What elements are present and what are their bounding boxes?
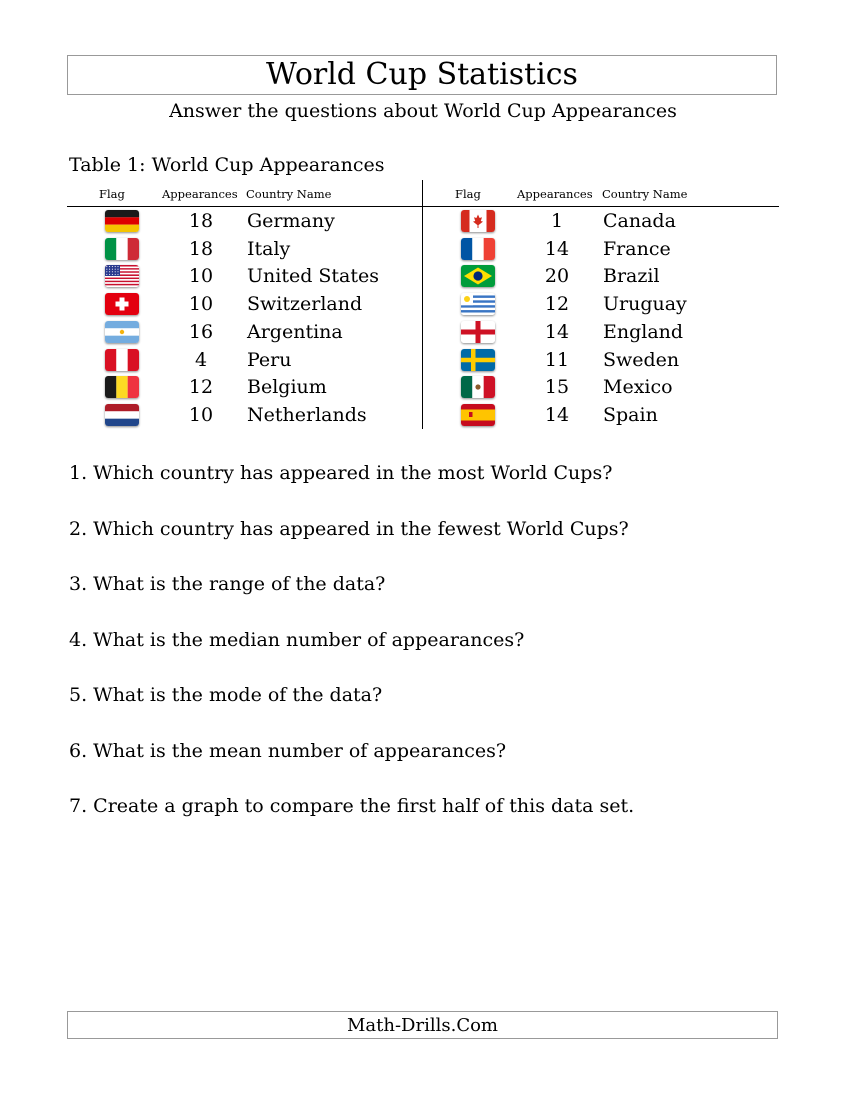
netherlands-flag-icon [105, 403, 139, 426]
table-row: 1 Canada [423, 208, 778, 234]
country-name: Uruguay [603, 293, 687, 316]
canada-flag-icon [461, 210, 495, 232]
appearances-value: 4 [194, 348, 208, 371]
footer: Math-Drills.Com [67, 1011, 778, 1039]
table-row: 12 Uruguay [423, 291, 778, 317]
country-name: England [603, 320, 684, 343]
footer-text: Math-Drills.Com [346, 1014, 498, 1036]
country-name: Sweden [603, 348, 680, 371]
appearances-value: 15 [544, 376, 570, 399]
table-row: 10 Netherlands [67, 402, 422, 428]
question-item: 7. Create a graph to compare the first h… [69, 795, 635, 817]
question-item: 2. Which country has appeared in the few… [69, 517, 629, 540]
question-item: 4. What is the median number of appearan… [69, 628, 525, 651]
country-name: Brazil [603, 265, 660, 288]
page-subtitle: Answer the questions about World Cup App… [169, 100, 677, 122]
table-row: 16 Argentina [67, 319, 422, 345]
italy-flag-icon [105, 237, 139, 260]
table-row: 4 Peru [67, 347, 422, 373]
country-name: Peru [247, 348, 292, 371]
appearances-value: 14 [544, 237, 570, 260]
appearances-value: 12 [188, 376, 214, 399]
appearances-value: 18 [188, 210, 214, 232]
appearances-value: 11 [544, 348, 570, 371]
table-row: 10 United States [67, 263, 422, 289]
table-row: 11 Sweden [423, 347, 778, 373]
england-flag-icon [461, 320, 495, 343]
table-row: 14 Spain [423, 402, 778, 428]
appearances-value: 10 [188, 265, 214, 288]
peru-flag-icon [105, 348, 139, 371]
column-header-country: Country Name [602, 187, 688, 201]
belgium-flag-icon [105, 376, 139, 399]
country-name: France [603, 237, 671, 260]
country-name: Argentina [247, 320, 343, 343]
header-rule [67, 206, 779, 207]
appearances-value: 18 [188, 237, 214, 260]
country-name: Italy [247, 237, 291, 260]
appearances-value: 14 [544, 320, 570, 343]
column-header-country: Country Name [246, 187, 332, 201]
country-name: Switzerland [247, 293, 363, 316]
united-states-flag-icon [105, 265, 139, 288]
spain-flag-icon [461, 403, 495, 426]
appearances-value: 16 [188, 320, 214, 343]
question-item: 6. What is the mean number of appearance… [69, 739, 507, 762]
table-row: 18 Germany [67, 208, 422, 234]
country-name: United States [247, 265, 380, 288]
column-divider [422, 180, 423, 429]
appearances-value: 1 [550, 210, 564, 232]
column-header-appearances: Appearances [162, 187, 238, 201]
table-row: 20 Brazil [423, 263, 778, 289]
appearances-value: 14 [544, 403, 570, 426]
appearances-value: 20 [544, 265, 570, 288]
table-row: 14 France [423, 236, 778, 262]
question-item: 5. What is the mode of the data? [69, 684, 383, 706]
table-row: 10 Switzerland [67, 291, 422, 317]
appearances-value: 10 [188, 293, 214, 316]
appearances-value: 10 [188, 403, 214, 426]
table-row: 18 Italy [67, 236, 422, 262]
uruguay-flag-icon [461, 293, 495, 316]
france-flag-icon [461, 237, 495, 260]
sweden-flag-icon [461, 348, 495, 371]
country-name: Netherlands [247, 403, 367, 426]
mexico-flag-icon [461, 376, 495, 399]
title-box: World Cup Statistics [67, 55, 777, 95]
country-name: Canada [603, 210, 676, 232]
question-item: 1. Which country has appeared in the mos… [69, 462, 613, 484]
appearances-value: 12 [544, 293, 570, 316]
table-row: 15 Mexico [423, 374, 778, 400]
germany-flag-icon [105, 210, 139, 232]
appearances-table: Flag Appearances Country Name Flag Appea… [67, 180, 779, 430]
table-caption: Table 1: World Cup Appearances [69, 154, 385, 176]
switzerland-flag-icon [105, 293, 139, 316]
country-name: Belgium [247, 376, 327, 399]
column-header-appearances: Appearances [517, 187, 593, 201]
question-list: 1. Which country has appeared in the mos… [69, 460, 789, 849]
argentina-flag-icon [105, 320, 139, 343]
country-name: Germany [247, 210, 335, 232]
question-item: 3. What is the range of the data? [69, 573, 386, 595]
table-row: 12 Belgium [67, 374, 422, 400]
table-row: 14 England [423, 319, 778, 345]
country-name: Mexico [603, 376, 673, 399]
page-title: World Cup Statistics [266, 57, 578, 92]
brazil-flag-icon [461, 265, 495, 288]
country-name: Spain [603, 403, 658, 426]
column-header-flag: Flag [99, 187, 125, 201]
column-header-flag: Flag [455, 187, 481, 201]
